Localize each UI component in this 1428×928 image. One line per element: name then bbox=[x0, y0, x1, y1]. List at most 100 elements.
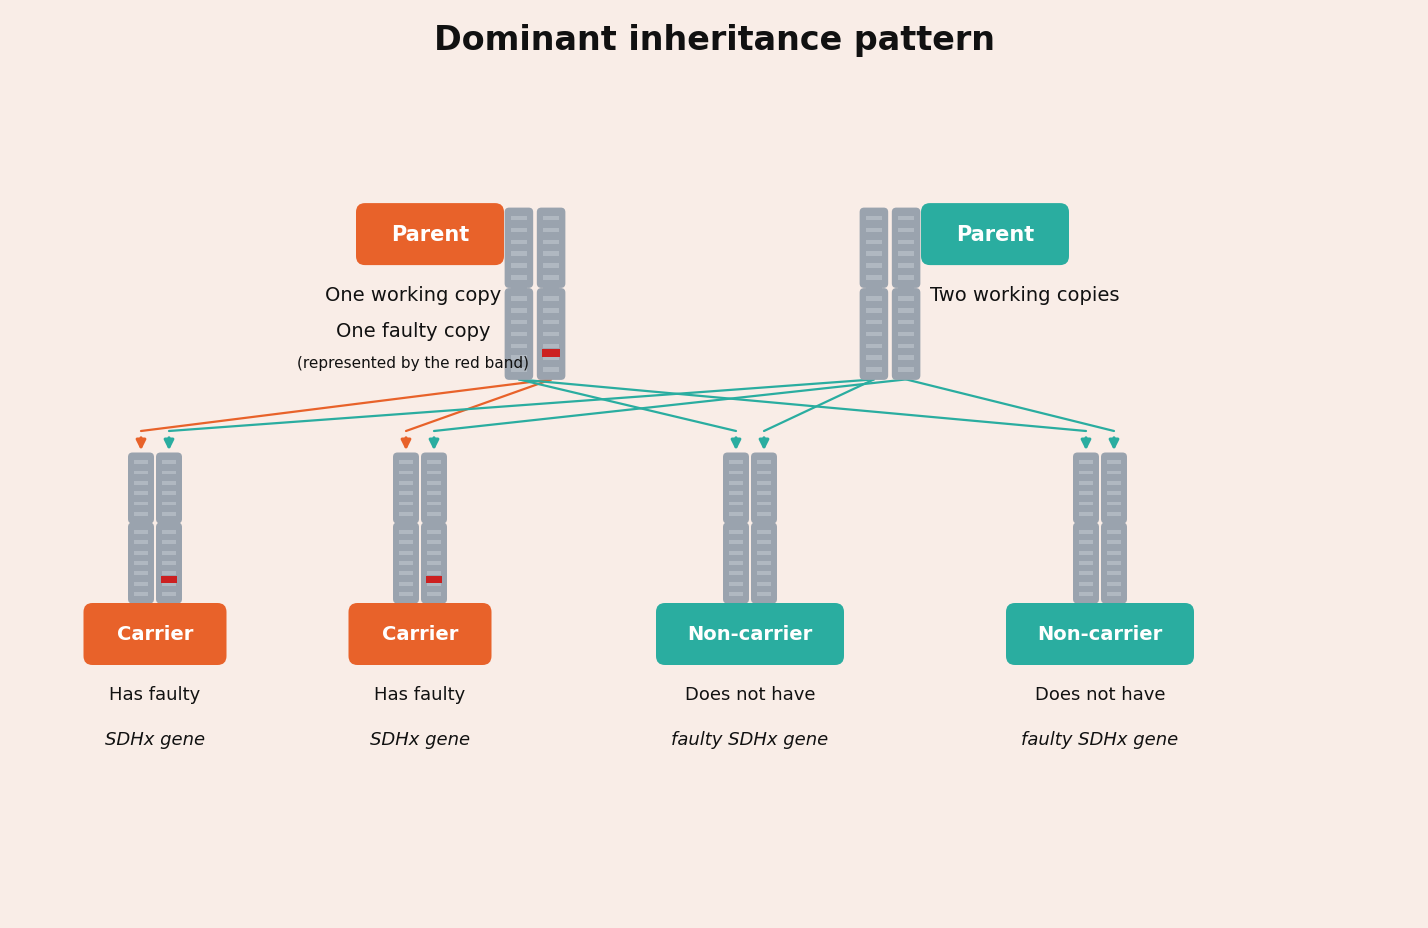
Bar bbox=[427, 471, 441, 475]
Bar bbox=[134, 561, 149, 565]
Text: Dominant inheritance pattern: Dominant inheritance pattern bbox=[434, 24, 994, 57]
Bar bbox=[511, 252, 527, 257]
Bar bbox=[427, 551, 441, 555]
Bar bbox=[398, 582, 413, 586]
FancyBboxPatch shape bbox=[860, 289, 888, 380]
FancyBboxPatch shape bbox=[356, 204, 504, 265]
Bar bbox=[543, 228, 560, 233]
Bar bbox=[730, 471, 743, 475]
Bar bbox=[398, 531, 413, 535]
Bar bbox=[398, 541, 413, 545]
Bar bbox=[730, 541, 743, 545]
Bar bbox=[757, 541, 771, 545]
Bar bbox=[511, 309, 527, 314]
Text: SDHx gene: SDHx gene bbox=[104, 730, 206, 748]
Bar bbox=[134, 482, 149, 485]
Bar bbox=[757, 512, 771, 516]
Bar bbox=[161, 512, 176, 516]
Bar bbox=[730, 592, 743, 596]
Bar bbox=[865, 356, 883, 360]
Bar bbox=[398, 460, 413, 465]
Bar bbox=[1080, 592, 1092, 596]
Bar bbox=[427, 482, 441, 485]
Bar bbox=[1107, 471, 1121, 475]
FancyBboxPatch shape bbox=[393, 523, 418, 604]
FancyBboxPatch shape bbox=[504, 289, 533, 380]
Bar bbox=[898, 240, 914, 245]
Bar bbox=[865, 367, 883, 372]
Bar bbox=[757, 592, 771, 596]
Bar bbox=[730, 482, 743, 485]
FancyBboxPatch shape bbox=[1107, 518, 1121, 530]
Bar bbox=[427, 572, 441, 575]
Text: Carrier: Carrier bbox=[117, 625, 193, 644]
Bar bbox=[427, 576, 441, 584]
FancyBboxPatch shape bbox=[1101, 523, 1127, 604]
FancyBboxPatch shape bbox=[348, 603, 491, 665]
Bar bbox=[1080, 541, 1092, 545]
Text: Non-carrier: Non-carrier bbox=[687, 625, 813, 644]
Bar bbox=[865, 228, 883, 233]
FancyBboxPatch shape bbox=[543, 282, 560, 295]
Bar bbox=[1107, 561, 1121, 565]
Bar bbox=[511, 276, 527, 280]
Bar bbox=[730, 582, 743, 586]
Bar bbox=[898, 356, 914, 360]
Bar bbox=[730, 572, 743, 575]
Bar bbox=[511, 264, 527, 268]
Bar bbox=[543, 252, 560, 257]
Bar bbox=[161, 482, 176, 485]
FancyBboxPatch shape bbox=[751, 453, 777, 524]
FancyBboxPatch shape bbox=[655, 603, 844, 665]
Text: Has faulty: Has faulty bbox=[110, 685, 200, 703]
Bar bbox=[427, 502, 441, 506]
Bar bbox=[1080, 512, 1092, 516]
Bar bbox=[398, 512, 413, 516]
Bar bbox=[1107, 592, 1121, 596]
Bar bbox=[898, 252, 914, 257]
Bar bbox=[161, 492, 176, 496]
Text: Parent: Parent bbox=[955, 225, 1034, 245]
Bar bbox=[865, 297, 883, 302]
Bar bbox=[427, 592, 441, 596]
Bar bbox=[1080, 471, 1092, 475]
Bar bbox=[1080, 502, 1092, 506]
Bar bbox=[427, 492, 441, 496]
Bar bbox=[1080, 460, 1092, 465]
FancyBboxPatch shape bbox=[723, 523, 750, 604]
Text: One faulty copy: One faulty copy bbox=[336, 321, 490, 341]
Bar bbox=[1107, 531, 1121, 535]
FancyBboxPatch shape bbox=[860, 209, 888, 289]
Bar bbox=[1080, 572, 1092, 575]
FancyBboxPatch shape bbox=[83, 603, 227, 665]
FancyBboxPatch shape bbox=[134, 518, 149, 530]
Bar bbox=[543, 320, 560, 325]
Bar bbox=[730, 460, 743, 465]
FancyBboxPatch shape bbox=[892, 209, 921, 289]
Text: Two working copies: Two working copies bbox=[930, 285, 1120, 304]
FancyBboxPatch shape bbox=[723, 453, 750, 524]
Bar bbox=[757, 561, 771, 565]
Bar bbox=[898, 276, 914, 280]
Bar bbox=[543, 356, 560, 360]
Bar bbox=[898, 216, 914, 221]
Text: Has faulty: Has faulty bbox=[374, 685, 466, 703]
Text: faulty SDHx gene: faulty SDHx gene bbox=[1021, 730, 1178, 748]
Text: Non-carrier: Non-carrier bbox=[1037, 625, 1162, 644]
Bar bbox=[427, 541, 441, 545]
Bar bbox=[865, 332, 883, 337]
Bar bbox=[543, 297, 560, 302]
Bar bbox=[1107, 512, 1121, 516]
FancyBboxPatch shape bbox=[156, 523, 181, 604]
Bar bbox=[1107, 541, 1121, 545]
Bar bbox=[398, 551, 413, 555]
Bar bbox=[730, 531, 743, 535]
Bar bbox=[1107, 460, 1121, 465]
Bar bbox=[398, 572, 413, 575]
FancyBboxPatch shape bbox=[511, 282, 527, 295]
Bar bbox=[398, 471, 413, 475]
Bar bbox=[134, 502, 149, 506]
Bar bbox=[1107, 582, 1121, 586]
Bar bbox=[161, 551, 176, 555]
FancyBboxPatch shape bbox=[751, 523, 777, 604]
